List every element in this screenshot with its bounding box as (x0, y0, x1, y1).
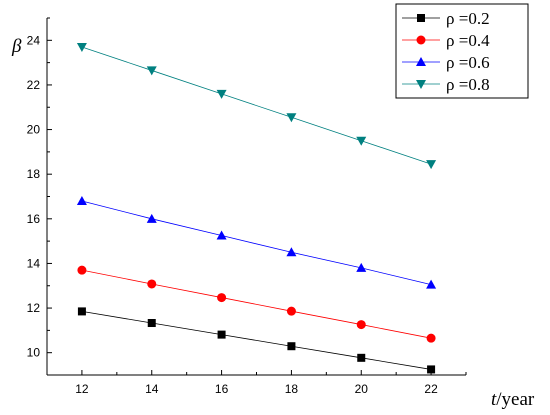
data-point (217, 330, 226, 339)
legend-item-2: ρ =0.4 (402, 31, 490, 50)
y-tick-label: 24 (27, 33, 41, 47)
y-tick-label: 22 (27, 78, 41, 92)
y-tick-label: 12 (27, 301, 41, 315)
legend-item-3: ρ =0.6 (402, 53, 490, 72)
x-tick-label: 22 (424, 382, 438, 396)
data-point (287, 342, 296, 351)
legend-label: ρ =0.8 (446, 75, 490, 94)
legend-marker (416, 35, 426, 45)
series-2 (77, 265, 436, 343)
data-point (146, 66, 157, 76)
data-point (356, 320, 366, 330)
legend-marker (417, 14, 425, 22)
y-axis-ticks: 10 12 14 16 18 20 22 24 (27, 17, 52, 376)
x-axis-ticks: 12 14 16 18 20 22 (46, 370, 467, 396)
series-1 (77, 307, 436, 374)
data-point (216, 230, 227, 240)
series-layer (76, 43, 437, 374)
y-tick-label: 18 (27, 167, 41, 181)
data-point (147, 279, 157, 289)
legend-label: ρ =0.4 (446, 31, 490, 50)
data-point (286, 306, 296, 316)
x-tick-label: 18 (285, 382, 299, 396)
data-point (76, 43, 87, 53)
data-point (286, 113, 297, 123)
y-tick-label: 16 (27, 212, 41, 226)
legend-item-1: ρ =0.2 (402, 9, 490, 28)
x-tick-label: 16 (215, 382, 229, 396)
y-tick-label: 10 (27, 346, 41, 360)
data-point (286, 247, 297, 257)
y-tick-label: 20 (27, 123, 41, 137)
x-axis-title: t/year (491, 389, 535, 410)
series-3 (76, 195, 437, 289)
data-point (427, 365, 436, 374)
data-point (356, 136, 367, 146)
legend: ρ =0.2 ρ =0.4 ρ =0.6 ρ =0.8 (395, 3, 529, 99)
y-tick-label: 14 (27, 256, 41, 270)
series-line (81, 269, 432, 339)
data-point (217, 293, 227, 303)
series-4 (76, 43, 437, 170)
data-point (77, 265, 87, 275)
data-point (147, 319, 156, 328)
data-point (356, 262, 367, 272)
data-point (426, 279, 437, 289)
x-axis-symbol: t (491, 389, 497, 410)
data-point (146, 213, 157, 223)
data-point (77, 307, 86, 316)
legend-item-4: ρ =0.8 (402, 75, 490, 94)
series-line (81, 200, 432, 286)
legend-label: ρ =0.6 (446, 53, 490, 72)
data-point (426, 333, 436, 343)
x-tick-label: 12 (75, 382, 89, 396)
series-line (81, 46, 432, 165)
legend-marker (416, 57, 426, 66)
data-point (216, 89, 227, 99)
data-point (76, 195, 87, 205)
x-tick-label: 20 (355, 382, 369, 396)
y-axis-title: β (11, 36, 22, 57)
legend-label: ρ =0.2 (446, 9, 490, 28)
data-point (426, 160, 437, 170)
x-axis-unit: /year (496, 389, 535, 410)
series-line (81, 311, 432, 370)
data-point (357, 353, 366, 362)
legend-marker (416, 80, 426, 89)
x-tick-label: 14 (145, 382, 159, 396)
